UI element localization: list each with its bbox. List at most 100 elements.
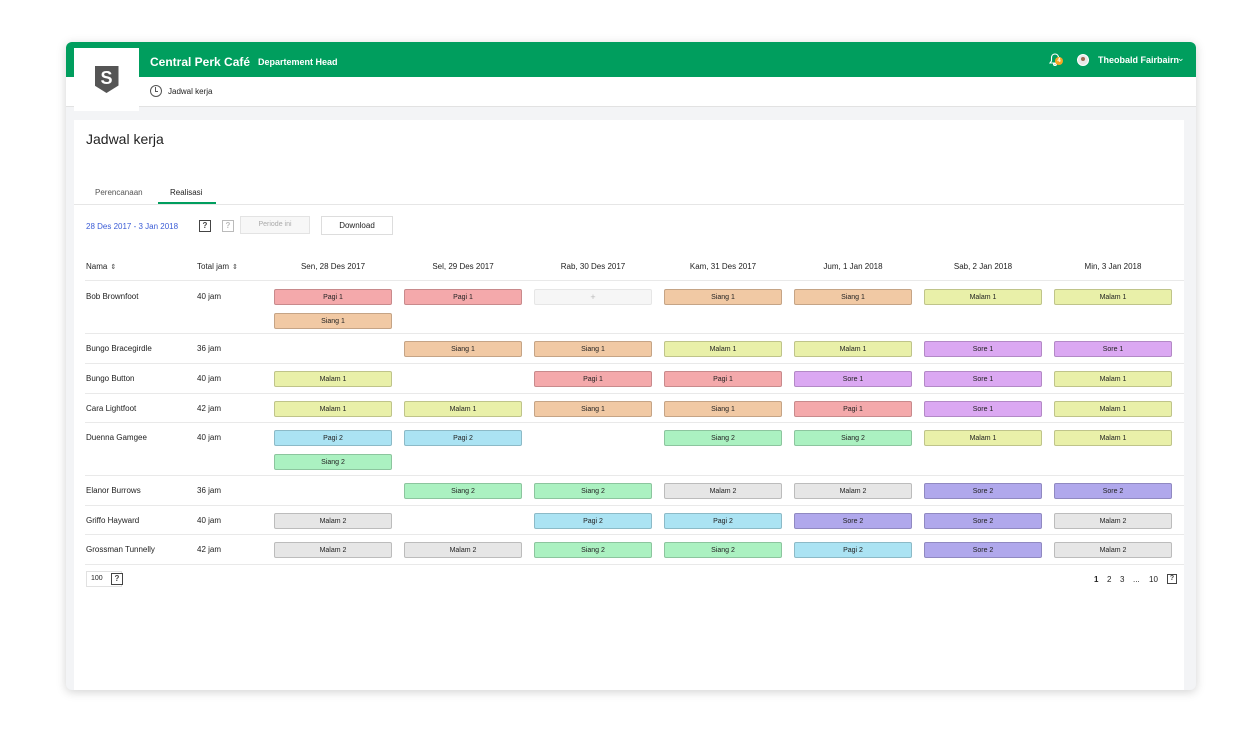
help-icon[interactable]: ?	[199, 220, 211, 232]
shift-block[interactable]: Malam 2	[274, 513, 392, 529]
shift-block[interactable]: Sore 1	[924, 401, 1042, 417]
avatar[interactable]	[1077, 54, 1089, 66]
tab-bar: Perencanaan Realisasi	[74, 180, 1184, 205]
shift-block[interactable]: Malam 1	[924, 430, 1042, 446]
shift-block[interactable]: Siang 2	[794, 430, 912, 446]
shift-block[interactable]: Pagi 2	[534, 513, 652, 529]
shift-block[interactable]: Malam 2	[1054, 513, 1172, 529]
pagination-page[interactable]: 1	[1094, 575, 1099, 584]
shift-block[interactable]: Siang 2	[404, 483, 522, 499]
shift-block[interactable]: Sore 1	[924, 371, 1042, 387]
shift-block[interactable]: Pagi 2	[404, 430, 522, 446]
column-header-total[interactable]: Total jam ⇕	[197, 262, 238, 271]
shift-block[interactable]: Malam 1	[274, 401, 392, 417]
employee-name: Bob Brownfoot	[86, 292, 139, 301]
company-name: Central Perk Café	[150, 55, 251, 69]
employee-name: Bungo Bracegirdle	[86, 344, 152, 353]
shift-block[interactable]: Pagi 1	[794, 401, 912, 417]
shift-block[interactable]: Sore 2	[794, 513, 912, 529]
shift-block[interactable]: Malam 2	[404, 542, 522, 558]
shift-block[interactable]: Siang 2	[664, 430, 782, 446]
sort-icon[interactable]: ⇕	[232, 264, 238, 271]
shift-block[interactable]: Sore 2	[924, 483, 1042, 499]
pagination-page[interactable]: 2	[1107, 575, 1112, 584]
employee-total-hours: 36 jam	[197, 344, 222, 353]
employee-name: Bungo Button	[86, 374, 135, 383]
divider	[85, 422, 1184, 423]
employee-total-hours: 40 jam	[197, 292, 222, 301]
employee-name: Grossman Tunnelly	[86, 545, 155, 554]
shift-block[interactable]: Malam 2	[1054, 542, 1172, 558]
shift-block[interactable]: Sore 1	[924, 341, 1042, 357]
chevron-down-icon[interactable]: ⌄	[1177, 53, 1185, 63]
shift-block[interactable]: Malam 1	[664, 341, 782, 357]
shift-block[interactable]: Sore 2	[924, 542, 1042, 558]
pagination-page[interactable]: 10	[1149, 575, 1158, 584]
shift-block[interactable]: Siang 1	[664, 289, 782, 305]
column-header-total-label: Total jam	[197, 262, 230, 271]
tab-perencanaan[interactable]: Perencanaan	[95, 188, 143, 197]
breadcrumb-label[interactable]: Jadwal kerja	[168, 87, 213, 96]
shift-block[interactable]: Siang 2	[534, 483, 652, 499]
main-content: Jadwal kerja Perencanaan Realisasi 28 De…	[74, 120, 1184, 690]
column-header-day: Rab, 30 Des 2017	[560, 262, 626, 271]
divider	[85, 564, 1184, 565]
shift-block[interactable]: Pagi 1	[274, 289, 392, 305]
shift-block[interactable]: Malam 1	[1054, 430, 1172, 446]
divider	[85, 333, 1184, 334]
shift-block[interactable]: Malam 1	[1054, 371, 1172, 387]
shield-logo-icon: S	[94, 66, 119, 93]
help-icon-disabled: ?	[222, 220, 234, 232]
divider	[85, 534, 1184, 535]
sort-icon[interactable]: ⇕	[110, 264, 117, 271]
shift-block[interactable]: Pagi 1	[404, 289, 522, 305]
shift-block[interactable]: Siang 1	[794, 289, 912, 305]
shift-block[interactable]: Malam 1	[404, 401, 522, 417]
shift-block[interactable]: Siang 1	[534, 341, 652, 357]
date-range-picker[interactable]: 28 Des 2017 - 3 Jan 2018	[86, 222, 179, 231]
shift-block[interactable]: Sore 1	[794, 371, 912, 387]
current-period-button[interactable]: Periode ini	[240, 216, 310, 234]
employee-name: Cara Lightfoot	[86, 404, 137, 413]
shift-block[interactable]: Siang 1	[274, 313, 392, 329]
download-button[interactable]: Download	[321, 216, 393, 235]
employee-total-hours: 36 jam	[197, 486, 222, 495]
shift-block[interactable]: Siang 2	[664, 542, 782, 558]
shift-block[interactable]: Sore 2	[1054, 483, 1172, 499]
help-icon[interactable]: ?	[1167, 574, 1177, 584]
active-tab-indicator	[158, 202, 216, 204]
shift-block[interactable]: Malam 1	[274, 371, 392, 387]
help-icon[interactable]: ?	[111, 573, 123, 585]
shift-block[interactable]: Sore 1	[1054, 341, 1172, 357]
shift-block[interactable]: Pagi 1	[664, 371, 782, 387]
user-name[interactable]: Theobald Fairbairn	[1098, 55, 1180, 65]
logo[interactable]: S	[74, 48, 139, 111]
shift-block[interactable]: Pagi 2	[274, 430, 392, 446]
shift-block[interactable]: Pagi 1	[534, 371, 652, 387]
column-header-name[interactable]: Nama ⇕	[86, 262, 116, 271]
shift-block[interactable]: Siang 2	[534, 542, 652, 558]
shift-block[interactable]: Malam 1	[924, 289, 1042, 305]
column-header-day: Kam, 31 Des 2017	[689, 262, 757, 271]
shift-block[interactable]: Pagi 2	[664, 513, 782, 529]
page-title: Jadwal kerja	[86, 131, 164, 147]
shift-block[interactable]: Sore 2	[924, 513, 1042, 529]
shift-block[interactable]: Siang 1	[404, 341, 522, 357]
employee-total-hours: 40 jam	[197, 516, 222, 525]
pagination-page[interactable]: 3	[1120, 575, 1125, 584]
column-header-day: Min, 3 Jan 2018	[1084, 262, 1142, 271]
shift-block[interactable]: Siang 1	[534, 401, 652, 417]
shift-block[interactable]: Malam 2	[794, 483, 912, 499]
shift-block[interactable]: Malam 2	[664, 483, 782, 499]
shift-block[interactable]: Pagi 2	[794, 542, 912, 558]
tab-realisasi[interactable]: Realisasi	[170, 188, 203, 197]
add-shift-button[interactable]: +	[534, 289, 652, 305]
shift-block[interactable]: Siang 2	[274, 454, 392, 470]
shift-block[interactable]: Malam 1	[794, 341, 912, 357]
shift-block[interactable]: Malam 2	[274, 542, 392, 558]
employee-total-hours: 42 jam	[197, 545, 222, 554]
shift-block[interactable]: Malam 1	[1054, 401, 1172, 417]
divider	[85, 280, 1184, 281]
shift-block[interactable]: Siang 1	[664, 401, 782, 417]
shift-block[interactable]: Malam 1	[1054, 289, 1172, 305]
